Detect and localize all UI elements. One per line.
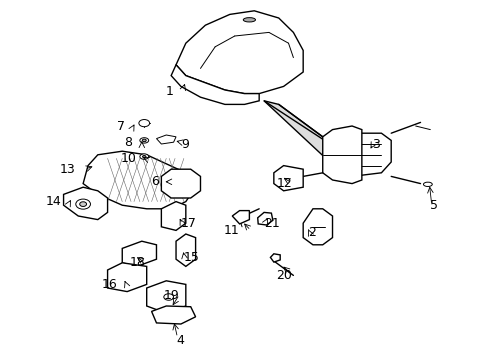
Text: 11: 11 xyxy=(224,224,239,237)
Ellipse shape xyxy=(423,182,431,186)
Polygon shape xyxy=(146,281,185,313)
Text: 10: 10 xyxy=(121,152,137,165)
Polygon shape xyxy=(171,65,259,104)
Text: 3: 3 xyxy=(371,138,379,150)
Text: 17: 17 xyxy=(181,217,196,230)
Polygon shape xyxy=(107,263,146,292)
Polygon shape xyxy=(161,169,200,198)
Text: 4: 4 xyxy=(176,334,183,347)
Text: 20: 20 xyxy=(276,269,291,282)
Text: 14: 14 xyxy=(45,195,61,208)
Ellipse shape xyxy=(139,120,149,127)
Text: 1: 1 xyxy=(165,85,173,98)
Text: 21: 21 xyxy=(264,217,279,230)
Polygon shape xyxy=(161,202,185,230)
Text: 18: 18 xyxy=(129,256,145,269)
Polygon shape xyxy=(156,135,176,144)
Ellipse shape xyxy=(243,18,255,22)
Ellipse shape xyxy=(140,138,148,143)
Ellipse shape xyxy=(80,202,86,207)
Text: 7: 7 xyxy=(117,120,124,132)
Polygon shape xyxy=(303,209,332,245)
Polygon shape xyxy=(63,187,107,220)
Text: 6: 6 xyxy=(151,175,159,188)
Ellipse shape xyxy=(140,154,148,159)
Polygon shape xyxy=(270,254,280,262)
Text: 12: 12 xyxy=(276,177,291,190)
Text: 8: 8 xyxy=(124,136,132,149)
Ellipse shape xyxy=(163,294,173,300)
Text: 13: 13 xyxy=(60,163,76,176)
Polygon shape xyxy=(273,166,303,191)
Text: 5: 5 xyxy=(429,199,437,212)
Text: 9: 9 xyxy=(181,138,188,150)
Polygon shape xyxy=(83,151,195,209)
Ellipse shape xyxy=(142,139,146,142)
Polygon shape xyxy=(232,211,249,224)
Polygon shape xyxy=(176,11,303,94)
Polygon shape xyxy=(151,306,195,324)
Polygon shape xyxy=(332,133,390,176)
Polygon shape xyxy=(264,101,351,169)
Ellipse shape xyxy=(76,199,90,209)
Polygon shape xyxy=(122,241,156,266)
Text: 19: 19 xyxy=(163,289,179,302)
Ellipse shape xyxy=(142,156,145,158)
Polygon shape xyxy=(322,126,361,184)
Polygon shape xyxy=(176,234,195,266)
Text: 2: 2 xyxy=(307,226,315,239)
Text: 15: 15 xyxy=(183,251,199,264)
Text: 16: 16 xyxy=(102,278,117,291)
Polygon shape xyxy=(257,212,272,225)
